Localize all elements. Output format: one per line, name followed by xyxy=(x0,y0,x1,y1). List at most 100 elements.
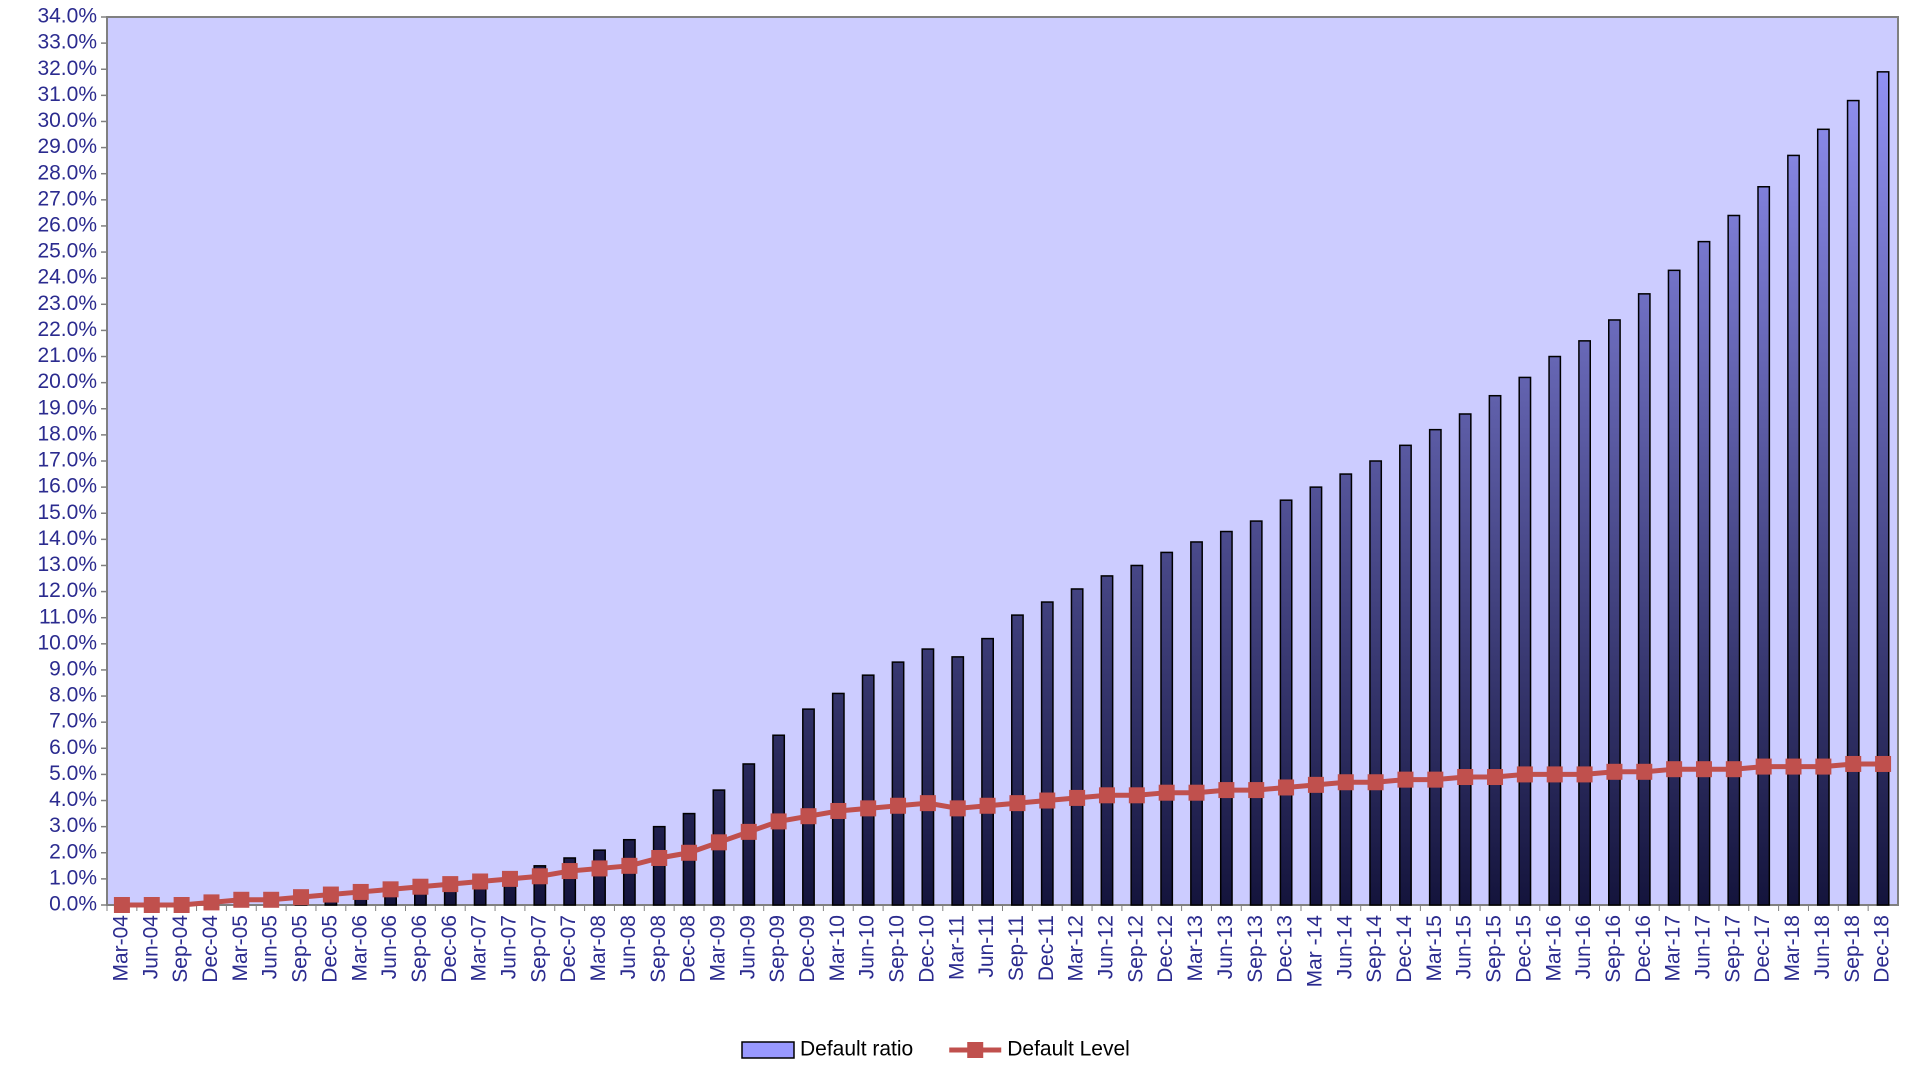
line-marker xyxy=(1367,774,1384,791)
line-marker xyxy=(173,897,190,913)
line-marker xyxy=(442,876,459,893)
bar xyxy=(1697,240,1711,906)
x-tick-label: Dec-10 xyxy=(915,915,938,983)
bar xyxy=(1637,293,1651,906)
x-tick-label: Sep-06 xyxy=(408,915,431,983)
line-marker xyxy=(1337,774,1354,791)
x-tick-label: Dec-14 xyxy=(1393,915,1416,983)
line-marker xyxy=(830,802,847,819)
x-tick-label: Dec-17 xyxy=(1751,915,1774,983)
bar xyxy=(861,674,875,906)
y-tick-label: 17.0% xyxy=(37,449,97,472)
bar xyxy=(1070,588,1084,906)
x-tick-label: Dec-07 xyxy=(557,915,580,983)
line-marker xyxy=(1218,782,1235,799)
line-marker xyxy=(561,863,578,880)
y-tick-label: 16.0% xyxy=(37,475,97,498)
line-marker xyxy=(949,800,966,817)
y-tick-label: 22.0% xyxy=(37,318,97,341)
bar xyxy=(1518,376,1532,906)
bar xyxy=(1160,551,1174,906)
x-tick-label: Sep-04 xyxy=(169,915,192,983)
y-tick-label: 19.0% xyxy=(37,396,97,419)
x-tick-label: Mar-07 xyxy=(468,915,491,982)
x-tick-label: Jun-12 xyxy=(1095,915,1118,979)
x-tick-label: Sep-07 xyxy=(527,915,550,983)
bar xyxy=(1458,413,1472,906)
x-tick-label: Mar-15 xyxy=(1423,915,1446,982)
x-tick-label: Dec-08 xyxy=(677,915,700,983)
line-marker xyxy=(263,891,280,908)
bar xyxy=(1369,460,1383,906)
x-tick-label: Dec-12 xyxy=(1154,915,1177,983)
line-marker xyxy=(472,873,489,890)
x-tick-label: Dec-13 xyxy=(1274,915,1297,983)
line-marker xyxy=(1188,784,1205,801)
bar xyxy=(1309,486,1323,906)
y-tick-label: 14.0% xyxy=(37,527,97,550)
bar xyxy=(951,656,965,906)
line-marker xyxy=(1128,787,1145,804)
legend-swatch xyxy=(741,1041,795,1059)
bar xyxy=(1488,394,1502,906)
x-tick-label: Sep-18 xyxy=(1841,915,1864,983)
bar xyxy=(1219,530,1233,906)
x-tick-label: Mar-12 xyxy=(1065,915,1088,982)
line-marker xyxy=(1516,766,1533,783)
bar xyxy=(1846,99,1860,906)
x-tick-label: Jun-15 xyxy=(1453,915,1476,979)
bar xyxy=(1399,444,1412,906)
x-tick-label: Sep-11 xyxy=(1005,915,1028,981)
y-tick-label: 31.0% xyxy=(37,83,97,106)
bar xyxy=(1757,186,1771,906)
line-marker xyxy=(501,870,518,887)
x-tick-label: Mar-09 xyxy=(706,915,729,982)
bar xyxy=(1011,614,1024,906)
x-tick-label: Sep-08 xyxy=(647,915,670,983)
bar xyxy=(1339,473,1353,906)
line-marker xyxy=(1158,784,1175,801)
line-marker xyxy=(681,844,698,861)
y-tick-label: 18.0% xyxy=(37,422,97,445)
x-tick-label: Dec-05 xyxy=(318,915,341,983)
x-tick-label: Sep-15 xyxy=(1483,915,1506,983)
x-tick-label: Mar-18 xyxy=(1781,915,1804,982)
x-tick-label: Dec-06 xyxy=(438,915,461,983)
line-marker xyxy=(1307,776,1324,793)
line-marker xyxy=(1069,789,1086,806)
x-tick-label: Dec-04 xyxy=(199,915,222,983)
y-tick-label: 8.0% xyxy=(49,684,97,707)
bar xyxy=(981,637,994,906)
y-tick-label: 11.0% xyxy=(39,605,97,628)
line-marker xyxy=(1098,787,1115,804)
y-tick-label: 33.0% xyxy=(37,31,97,54)
y-tick-label: 20.0% xyxy=(37,370,97,393)
line-marker xyxy=(1606,763,1623,780)
x-tick-label: Mar-05 xyxy=(229,915,252,982)
x-tick-label: Mar-08 xyxy=(587,915,610,982)
plot-area xyxy=(106,16,1899,906)
bar xyxy=(593,849,606,906)
bar xyxy=(1727,214,1741,906)
x-tick-label: Mar-17 xyxy=(1662,915,1685,982)
y-tick-label: 6.0% xyxy=(49,736,97,759)
bar xyxy=(1279,499,1293,906)
line-marker xyxy=(143,897,160,913)
line-marker xyxy=(1546,766,1563,783)
x-tick-label: Sep-09 xyxy=(766,915,789,983)
x-tick-label: Mar-04 xyxy=(109,915,132,982)
line-marker xyxy=(919,795,936,812)
bar xyxy=(1667,269,1681,906)
line-marker xyxy=(1427,771,1444,788)
line-marker xyxy=(800,808,817,825)
x-tick-label: Jun-06 xyxy=(378,915,401,979)
y-tick-label: 21.0% xyxy=(37,344,97,367)
bar xyxy=(563,857,577,906)
y-tick-label: 27.0% xyxy=(37,187,97,210)
line-marker xyxy=(233,891,250,908)
line-marker xyxy=(1636,763,1653,780)
y-tick-label: 23.0% xyxy=(37,292,97,315)
x-tick-label: Sep-14 xyxy=(1363,915,1386,983)
y-tick-label: 0.0% xyxy=(49,893,97,916)
